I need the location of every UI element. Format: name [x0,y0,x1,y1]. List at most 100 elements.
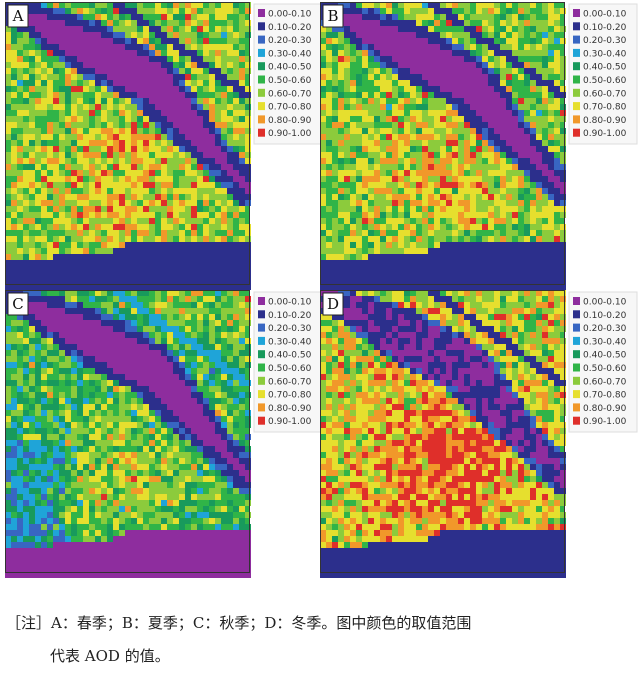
raster-cell [233,434,239,440]
raster-cell [131,164,137,170]
raster-cell [101,170,107,176]
raster-cell [131,266,137,272]
raster-cell [29,254,35,260]
raster-cell [410,260,416,266]
raster-cell [197,272,203,278]
raster-cell [167,212,173,218]
raster-cell [185,548,191,554]
raster-cell [89,68,95,74]
raster-cell [227,20,233,26]
raster-cell [83,152,89,158]
raster-cell [221,50,227,56]
raster-cell [71,110,77,116]
raster-cell [548,134,554,140]
raster-cell [482,86,488,92]
raster-cell [434,272,440,278]
raster-cell [53,20,59,26]
raster-cell [215,152,221,158]
raster-cell [404,62,410,68]
raster-cell [209,278,215,284]
raster-cell [560,248,566,254]
raster-cell [11,242,17,248]
raster-cell [446,86,452,92]
raster-cell [71,440,77,446]
raster-cell [149,458,155,464]
raster-cell [494,188,500,194]
raster-cell [23,140,29,146]
raster-cell [191,2,197,8]
raster-cell [428,56,434,62]
raster-cell [410,254,416,260]
raster-cell [149,164,155,170]
raster-cell [53,434,59,440]
raster-cell [356,44,362,50]
raster-cell [404,2,410,8]
raster-cell [512,68,518,74]
raster-cell [161,236,167,242]
raster-cell [185,554,191,560]
raster-cell [536,68,542,74]
raster-cell [464,86,470,92]
raster-cell [71,116,77,122]
raster-cell [77,56,83,62]
raster-cell [434,74,440,80]
raster-cell [179,308,185,314]
raster-cell [452,98,458,104]
raster-cell [143,452,149,458]
raster-cell [137,278,143,284]
raster-cell [362,20,368,26]
raster-cell [233,470,239,476]
raster-cell [428,26,434,32]
raster-cell [410,8,416,14]
raster-cell [167,170,173,176]
raster-cell [95,20,101,26]
raster-cell [524,44,530,50]
raster-cell [392,2,398,8]
raster-cell [185,224,191,230]
raster-cell [161,62,167,68]
raster-cell [41,38,47,44]
raster-cell [41,152,47,158]
raster-cell [95,362,101,368]
raster-cell [245,350,251,356]
raster-cell [542,26,548,32]
raster-cell [398,272,404,278]
raster-cell [536,218,542,224]
raster-cell [5,170,11,176]
raster-cell [506,236,512,242]
raster-cell [119,512,125,518]
raster-cell [404,56,410,62]
raster-cell [362,164,368,170]
raster-cell [470,230,476,236]
raster-cell [179,416,185,422]
raster-cell [560,230,566,236]
raster-cell [452,116,458,122]
raster-cell [221,2,227,8]
raster-cell [173,260,179,266]
raster-cell [344,278,350,284]
raster-cell [161,26,167,32]
raster-cell [191,134,197,140]
raster-cell [374,158,380,164]
raster-cell [137,212,143,218]
raster-cell [143,50,149,56]
raster-cell [137,206,143,212]
raster-cell [374,110,380,116]
raster-cell [131,74,137,80]
raster-cell [203,242,209,248]
raster-cell [59,332,65,338]
raster-cell [227,116,233,122]
raster-cell [494,158,500,164]
raster-cell [440,14,446,20]
raster-cell [149,44,155,50]
raster-cell [173,482,179,488]
raster-cell [149,404,155,410]
raster-cell [404,176,410,182]
raster-cell [23,278,29,284]
legend-swatch [573,35,580,44]
raster-cell [452,86,458,92]
raster-cell [416,158,422,164]
raster-cell [512,116,518,122]
raster-cell [362,128,368,134]
raster-cell [155,80,161,86]
